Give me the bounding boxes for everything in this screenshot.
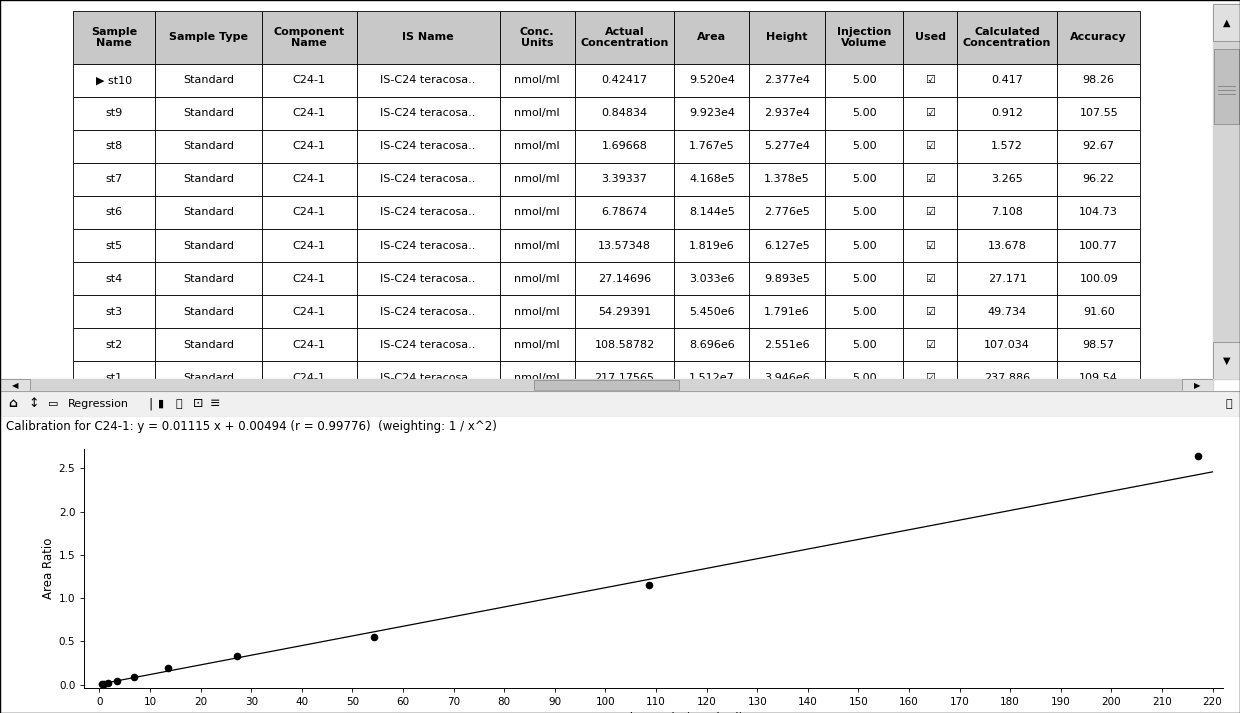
Text: ▶: ▶ [1194, 381, 1200, 389]
Bar [1213, 342, 1240, 379]
X-axis label: Concentration Ratio (nmol/ml): Concentration Ratio (nmol/ml) [564, 712, 743, 713]
Text: ◀: ◀ [12, 381, 19, 389]
Point [92, 678, 112, 689]
Text: Regression: Regression [68, 399, 129, 409]
Point [94, 678, 114, 689]
Point [639, 580, 658, 591]
Text: ≡: ≡ [210, 397, 221, 411]
Text: Calibration for C24-1: y = 0.01115 x + 0.00494 (r = 0.99776)  (weighting: 1 / x^: Calibration for C24-1: y = 0.01115 x + 0… [6, 419, 497, 433]
Point [159, 662, 179, 673]
Text: ⊡: ⊡ [193, 397, 203, 411]
Text: 📈: 📈 [1225, 399, 1233, 409]
Text: ▼: ▼ [1223, 356, 1230, 366]
Bar [1214, 48, 1239, 124]
Point [227, 650, 247, 662]
Y-axis label: Area Ratio: Area Ratio [41, 538, 55, 600]
Point [365, 631, 384, 642]
Text: ↕: ↕ [29, 397, 38, 411]
Point [98, 677, 118, 689]
Text: |: | [148, 397, 153, 411]
Point [124, 671, 144, 682]
Text: 🔍: 🔍 [175, 399, 181, 409]
Point [107, 675, 126, 687]
Bar [1183, 379, 1213, 391]
Point [1188, 450, 1208, 461]
Bar [533, 380, 680, 390]
Text: ▮: ▮ [157, 399, 164, 409]
Text: ▭: ▭ [48, 399, 58, 409]
Bar [0, 379, 30, 391]
Text: ⌂: ⌂ [7, 397, 17, 411]
Bar [1213, 4, 1240, 41]
Text: ▲: ▲ [1223, 17, 1230, 27]
